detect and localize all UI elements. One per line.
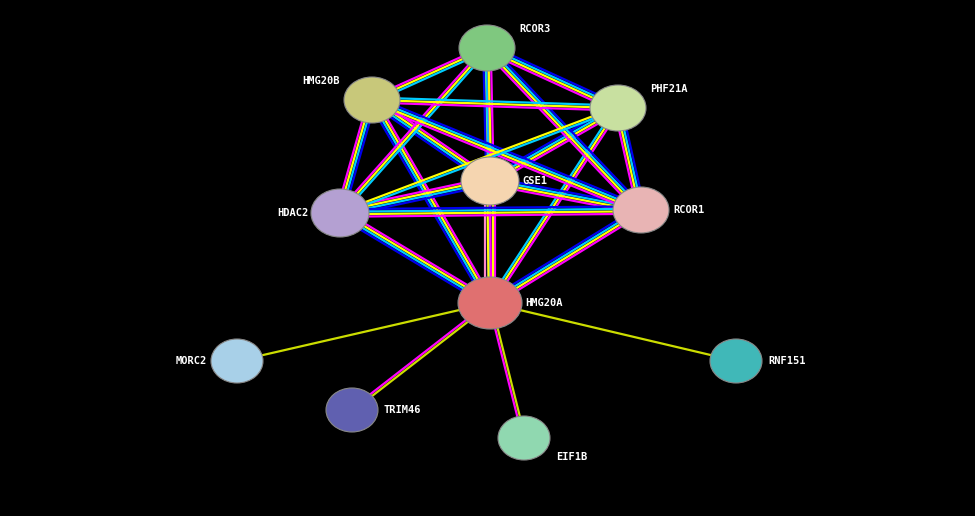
Text: PHF21A: PHF21A — [650, 84, 687, 94]
Text: HMG20B: HMG20B — [302, 76, 340, 86]
Ellipse shape — [458, 277, 522, 329]
Text: HDAC2: HDAC2 — [277, 208, 308, 218]
Text: MORC2: MORC2 — [176, 356, 207, 366]
Ellipse shape — [344, 77, 400, 123]
Ellipse shape — [211, 339, 263, 383]
Text: GSE1: GSE1 — [522, 176, 547, 186]
Ellipse shape — [710, 339, 762, 383]
Text: HMG20A: HMG20A — [525, 298, 563, 308]
Text: RNF151: RNF151 — [768, 356, 805, 366]
Ellipse shape — [590, 85, 646, 131]
Text: EIF1B: EIF1B — [556, 452, 587, 462]
Ellipse shape — [459, 25, 515, 71]
Ellipse shape — [613, 187, 669, 233]
Ellipse shape — [461, 157, 519, 205]
Ellipse shape — [311, 189, 369, 237]
Text: RCOR3: RCOR3 — [519, 24, 550, 34]
Text: RCOR1: RCOR1 — [673, 205, 704, 215]
Ellipse shape — [498, 416, 550, 460]
Ellipse shape — [326, 388, 378, 432]
Text: TRIM46: TRIM46 — [384, 405, 421, 415]
